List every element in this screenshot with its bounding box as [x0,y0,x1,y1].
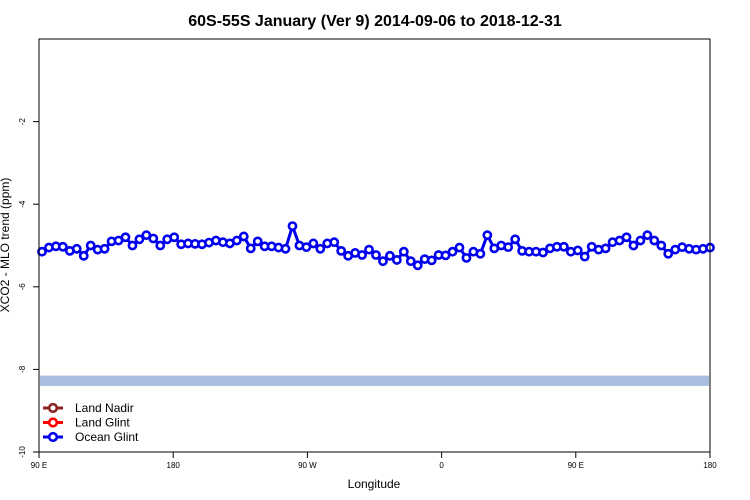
data-point [85,240,96,251]
series-layer [37,221,715,271]
y-tick-label: -10 [18,446,27,458]
data-point [287,221,298,231]
x-tick-label: 180 [703,461,717,470]
x-tick-label: 180 [167,461,181,470]
data-point [656,240,667,251]
reference-band [40,375,709,386]
data-point [134,234,145,245]
x-tick-label: 0 [439,461,444,470]
data-point [238,231,249,242]
data-point [461,252,472,263]
legend-marker [47,417,59,428]
data-point [447,246,458,257]
band-layer [40,375,709,386]
data-point [315,243,326,254]
data-point [649,235,660,246]
legend-label: Land Nadir [75,401,134,415]
data-point [357,250,367,260]
legend-entry: Land Nadir [43,401,134,415]
data-point [148,233,159,244]
data-point [398,246,409,257]
data-point [127,240,138,251]
data-point [71,243,82,254]
data-point [628,240,639,251]
data-point [336,245,347,256]
data-point [378,256,388,267]
data-point [99,243,110,254]
y-axis-label: XCO2 - MLO trend (ppm) [0,178,12,313]
x-tick-label: 90 E [568,461,584,470]
y-axis: -2 -4 -6 -8 -10 [18,117,39,458]
data-point [364,244,374,255]
y-tick-label: -6 [18,283,27,291]
legend-entry: Ocean Glint [43,430,139,444]
data-point [280,243,291,254]
legend-marker [47,431,59,443]
data-point [579,251,590,262]
data-point [572,245,583,256]
legend-marker [47,402,59,414]
data-point [57,241,68,252]
legend-label: Ocean Glint [75,430,139,444]
data-point [642,230,653,241]
data-point [308,238,319,249]
data-point [621,232,632,243]
data-point [503,242,514,253]
legend-label: Land Glint [75,416,130,430]
x-axis: 90 E 180 90 W 0 90 E 180 [31,452,717,470]
data-point [371,250,381,260]
data-point [440,250,451,261]
data-point [454,242,465,253]
data-point [37,246,47,257]
y-tick-label: -2 [18,117,27,125]
data-point [538,247,548,258]
data-point [231,235,242,246]
data-point [405,256,416,267]
data-point [252,236,263,247]
data-point [391,255,402,265]
data-point [510,234,521,245]
x-tick-label: 90 W [298,461,317,470]
data-point [245,243,256,254]
x-axis-label: Longitude [348,477,401,491]
chart-title: 60S-55S January (Ver 9) 2014-09-06 to 20… [188,13,562,30]
data-point [558,241,569,252]
plot-frame [38,38,711,453]
data-point [635,235,646,246]
data-point [120,232,131,243]
data-point [385,250,395,261]
data-point [600,243,611,254]
data-point [426,255,437,266]
data-point [482,230,493,241]
y-tick-label: -4 [18,200,27,208]
legend-entry: Land Glint [43,416,130,430]
data-point [412,260,423,271]
data-point [155,240,166,251]
data-point [663,248,674,259]
data-point [301,242,312,253]
y-tick-label: -8 [18,365,27,373]
data-point [78,250,89,261]
data-point [475,248,486,259]
x-tick-label: 90 E [31,461,47,470]
data-point [169,232,180,243]
data-point [329,237,340,248]
